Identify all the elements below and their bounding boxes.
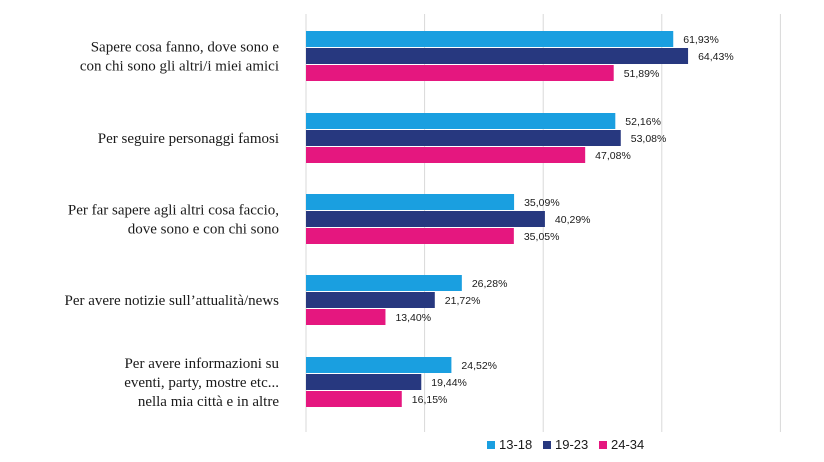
category-label-line: con chi sono gli altri/i miei amici xyxy=(80,59,279,75)
data-label: 13,40% xyxy=(395,312,431,324)
data-label: 16,15% xyxy=(412,394,448,406)
category-label: Per seguire personaggi famosi xyxy=(98,131,279,147)
data-label: 35,09% xyxy=(524,197,560,209)
bar-24-34 xyxy=(306,147,586,163)
bar-19-23 xyxy=(306,374,422,390)
bar-19-23 xyxy=(306,292,435,308)
bar-24-34 xyxy=(306,65,614,81)
bar-13-18 xyxy=(306,31,674,47)
data-label: 19,44% xyxy=(431,377,467,389)
data-label: 51,89% xyxy=(624,68,660,80)
category-label: Sapere cosa fanno, dove sono e con chi so… xyxy=(80,40,279,75)
legend-swatch xyxy=(599,441,607,449)
data-label: 61,93% xyxy=(683,34,719,46)
bar-13-18 xyxy=(306,357,452,373)
legend: 13-18 19-23 24-34 xyxy=(487,437,644,452)
category-label: Per avere notizie sull’attualità/news xyxy=(64,293,279,309)
category-label-line: Per far sapere agli altri cosa faccio, xyxy=(68,203,279,219)
category-label-line: nella mia città e in altre xyxy=(138,394,280,410)
data-label: 64,43% xyxy=(698,51,734,63)
value-labels: 61,93% 52,16% 35,09% 26,28% 24,52% 64,43% 53,0… xyxy=(395,34,733,406)
category-label-line: Per seguire personaggi famosi xyxy=(98,131,279,147)
data-label: 52,16% xyxy=(625,116,661,128)
category-labels: Sapere cosa fanno, dove sono e con chi so… xyxy=(64,40,279,411)
data-label: 24,52% xyxy=(461,360,497,372)
data-label: 21,72% xyxy=(445,295,481,307)
bars xyxy=(306,31,689,407)
category-label-line: Per avere notizie sull’attualità/news xyxy=(64,293,279,309)
bar-13-18 xyxy=(306,113,616,129)
data-label: 26,28% xyxy=(472,278,508,290)
bar-13-18 xyxy=(306,275,462,291)
bar-19-23 xyxy=(306,211,545,227)
legend-swatch xyxy=(487,441,495,449)
category-label: Per avere informazioni su eventi, party, … xyxy=(124,356,279,410)
bar-24-34 xyxy=(306,228,514,244)
category-label-line: dove sono e con chi sono xyxy=(128,222,279,238)
data-label: 53,08% xyxy=(631,133,667,145)
bar-24-34 xyxy=(306,309,386,325)
bar-13-18 xyxy=(306,194,515,210)
data-label: 40,29% xyxy=(555,214,591,226)
bar-19-23 xyxy=(306,48,689,64)
category-label-line: eventi, party, mostre etc... xyxy=(124,375,279,391)
bar-19-23 xyxy=(306,130,621,146)
legend-swatch xyxy=(543,441,551,449)
legend-label: 24-34 xyxy=(611,437,644,452)
data-label: 35,05% xyxy=(524,231,560,243)
legend-label: 13-18 xyxy=(499,437,532,452)
category-label-line: Per avere informazioni su xyxy=(124,356,279,372)
bar-24-34 xyxy=(306,391,402,407)
data-label: 47,08% xyxy=(595,150,631,162)
category-label-line: Sapere cosa fanno, dove sono e xyxy=(91,40,280,56)
legend-label: 19-23 xyxy=(555,437,588,452)
category-label: Per far sapere agli altri cosa faccio, do… xyxy=(68,203,279,238)
